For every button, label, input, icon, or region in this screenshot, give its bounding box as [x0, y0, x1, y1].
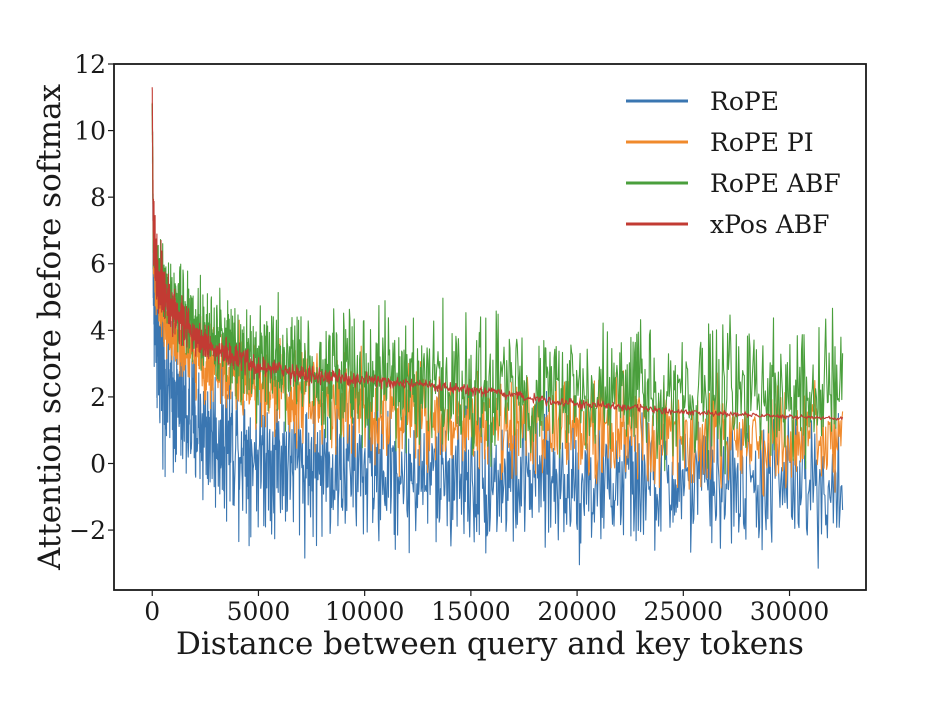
y-tick-label: −2: [69, 516, 106, 545]
y-tick-label: 0: [90, 449, 106, 478]
x-tick-label: 20000: [537, 597, 617, 626]
x-tick-label: 10000: [325, 597, 405, 626]
y-tick-label: 10: [74, 117, 106, 146]
series-line-xpos-abf: [151, 87, 844, 421]
series-line-rope-abf: [151, 103, 844, 475]
y-tick-label: 12: [74, 50, 106, 79]
y-axis-label: Attention score before softmax: [32, 83, 68, 571]
series-line-rope: [151, 103, 844, 569]
x-tick-label: 25000: [644, 597, 724, 626]
x-axis-label: Distance between query and key tokens: [176, 626, 804, 662]
plot-frame: [113, 63, 867, 591]
x-tick-label: 15000: [431, 597, 511, 626]
x-tick-label: 30000: [750, 597, 830, 626]
y-tick-label: 2: [90, 383, 106, 412]
y-tick-label: 4: [90, 316, 106, 345]
x-tick-label: 5000: [227, 597, 291, 626]
y-tick-label: 6: [90, 250, 106, 279]
legend-label: RoPE: [710, 87, 779, 116]
legend-label: RoPE PI: [710, 128, 814, 157]
legend: RoPE RoPE PI RoPE ABF xPos ABF: [626, 87, 841, 239]
legend-label: RoPE ABF: [710, 169, 841, 198]
y-tick-label: 8: [90, 183, 106, 212]
x-axis: 0 5000 10000 15000 20000 25000 30000: [144, 590, 829, 626]
x-tick-label: 0: [144, 597, 160, 626]
legend-label: xPos ABF: [710, 210, 830, 239]
series-layer: [151, 87, 844, 569]
y-axis: −2 0 2 4 6 8 10 12: [69, 50, 114, 545]
